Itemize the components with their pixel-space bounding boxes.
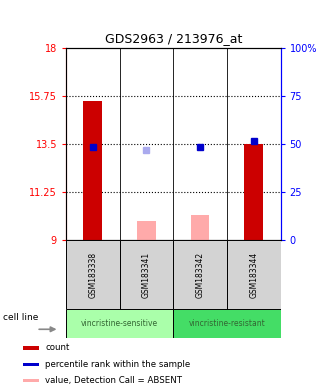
Text: vincristine-resistant: vincristine-resistant xyxy=(188,319,265,328)
Bar xyxy=(83,101,102,240)
Bar xyxy=(244,144,263,240)
Bar xyxy=(22,346,39,350)
Bar xyxy=(173,240,227,309)
Text: GSM183338: GSM183338 xyxy=(88,252,97,298)
Bar xyxy=(191,215,210,240)
Bar xyxy=(66,309,173,338)
Text: GSM183341: GSM183341 xyxy=(142,252,151,298)
Text: percentile rank within the sample: percentile rank within the sample xyxy=(45,360,191,369)
Bar xyxy=(137,221,156,240)
Bar xyxy=(227,240,280,309)
Bar xyxy=(119,240,173,309)
Text: value, Detection Call = ABSENT: value, Detection Call = ABSENT xyxy=(45,376,182,384)
Text: GSM183342: GSM183342 xyxy=(196,252,205,298)
Title: GDS2963 / 213976_at: GDS2963 / 213976_at xyxy=(105,32,242,45)
Text: GSM183344: GSM183344 xyxy=(249,252,258,298)
Bar xyxy=(173,309,280,338)
Text: vincristine-sensitive: vincristine-sensitive xyxy=(81,319,158,328)
Bar xyxy=(22,379,39,382)
Bar xyxy=(22,362,39,366)
Text: cell line: cell line xyxy=(3,313,39,322)
Text: count: count xyxy=(45,344,70,353)
Bar xyxy=(66,240,120,309)
